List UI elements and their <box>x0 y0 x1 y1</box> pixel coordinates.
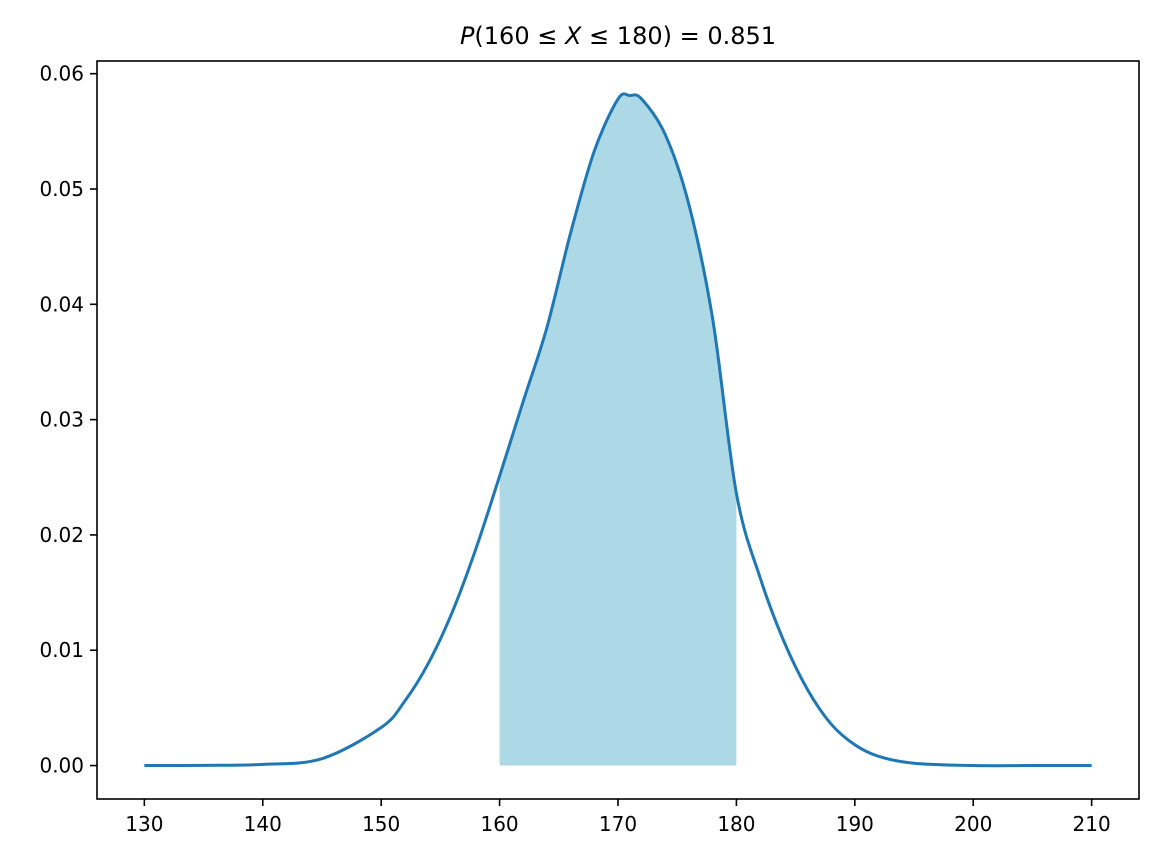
x-tick-label: 150 <box>362 812 400 836</box>
y-tick-label: 0.03 <box>39 408 84 432</box>
y-tick-label: 0.01 <box>39 638 84 662</box>
x-tick-label: 210 <box>1073 812 1111 836</box>
y-tick-label: 0.00 <box>39 754 84 778</box>
x-tick-label: 140 <box>244 812 282 836</box>
plot-area <box>144 92 1092 768</box>
y-tick-label: 0.04 <box>39 292 84 316</box>
title-op2: ≤ <box>581 22 616 50</box>
title-open: (160 <box>474 22 529 50</box>
x-tick-label: 200 <box>954 812 992 836</box>
y-tick-label: 0.05 <box>39 177 84 201</box>
title-close: 180) = 0.851 <box>617 22 776 50</box>
x-tick-label: 170 <box>599 812 637 836</box>
x-tick-label: 160 <box>480 812 518 836</box>
x-axis: 130 140 150 160 170 180 190 200 210 <box>125 799 1111 836</box>
title-var: X <box>563 22 582 50</box>
x-tick-label: 190 <box>836 812 874 836</box>
title-prefix: P <box>460 22 475 50</box>
x-tick-label: 180 <box>717 812 755 836</box>
x-tick-label: 130 <box>125 812 163 836</box>
y-tick-label: 0.02 <box>39 523 84 547</box>
chart-title: P(160 ≤ X ≤ 180) = 0.851 <box>460 22 776 50</box>
title-op1: ≤ <box>530 22 565 50</box>
y-tick-label: 0.06 <box>39 62 84 86</box>
y-axis: 0.00 0.01 0.02 0.03 0.04 0.05 0.06 <box>39 62 97 778</box>
density-curve <box>144 92 1092 768</box>
shaded-probability-area <box>499 93 737 766</box>
